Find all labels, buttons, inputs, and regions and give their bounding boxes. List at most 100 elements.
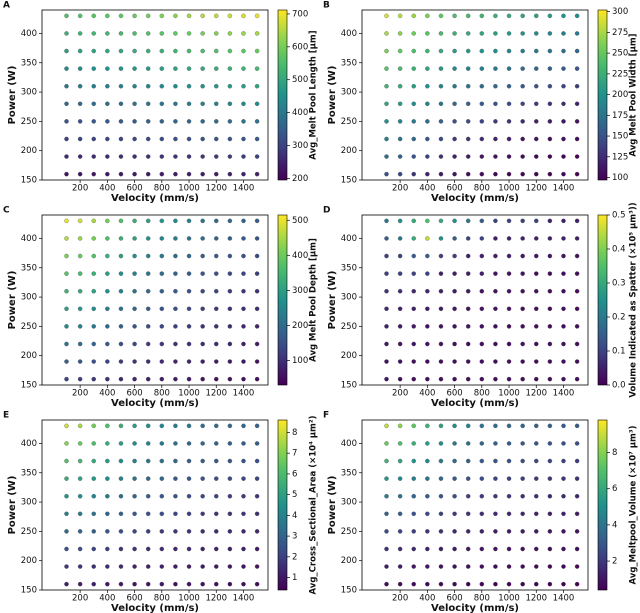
data-point bbox=[547, 83, 553, 89]
data-point bbox=[173, 154, 178, 159]
data-point bbox=[254, 13, 260, 19]
data-point bbox=[159, 31, 165, 36]
data-point bbox=[465, 171, 471, 177]
data-point bbox=[214, 581, 219, 587]
y-tick-label: 200 bbox=[21, 146, 37, 156]
data-point bbox=[384, 306, 389, 312]
data-point bbox=[384, 581, 389, 587]
data-point bbox=[452, 324, 457, 329]
data-point bbox=[186, 101, 192, 107]
y-axis-label: Power (W) bbox=[327, 66, 338, 125]
data-point bbox=[227, 288, 233, 294]
x-tick-label: 600 bbox=[446, 389, 462, 399]
data-point bbox=[534, 376, 539, 382]
data-point bbox=[547, 546, 553, 552]
y-tick-label: 350 bbox=[21, 58, 37, 68]
data-point bbox=[397, 581, 403, 587]
data-point bbox=[574, 564, 580, 569]
colorbar-tick-label: 6 bbox=[612, 484, 617, 494]
data-point bbox=[254, 171, 260, 177]
data-point bbox=[547, 341, 553, 347]
data-point bbox=[241, 493, 246, 499]
data-point bbox=[465, 13, 471, 19]
x-tick-label: 400 bbox=[419, 594, 435, 604]
data-point bbox=[173, 31, 178, 36]
data-point bbox=[534, 119, 539, 124]
data-point bbox=[132, 324, 137, 329]
x-tick-label: 1000 bbox=[178, 594, 200, 604]
data-point bbox=[254, 306, 260, 312]
x-axis-label: Velocity (mm/s) bbox=[431, 603, 519, 613]
data-point bbox=[159, 218, 165, 224]
data-point bbox=[411, 136, 416, 142]
data-point bbox=[118, 359, 124, 364]
data-point bbox=[465, 136, 471, 142]
colorbar-tick-label: 0.5 bbox=[612, 211, 626, 221]
data-point bbox=[159, 253, 165, 259]
data-point bbox=[479, 83, 485, 89]
data-point bbox=[384, 341, 389, 347]
data-point bbox=[186, 341, 192, 347]
data-point bbox=[411, 458, 416, 464]
data-point bbox=[574, 423, 580, 429]
data-point bbox=[159, 341, 165, 347]
data-point bbox=[173, 48, 178, 54]
data-point bbox=[64, 493, 69, 499]
data-point bbox=[91, 341, 96, 347]
data-point bbox=[159, 136, 165, 142]
data-point bbox=[452, 48, 457, 54]
data-point bbox=[159, 546, 165, 552]
data-point bbox=[132, 288, 137, 294]
data-point bbox=[411, 119, 416, 124]
data-point bbox=[145, 458, 151, 464]
data-point bbox=[397, 218, 403, 224]
data-point bbox=[493, 253, 498, 259]
x-tick-label: 1000 bbox=[498, 389, 520, 399]
data-point bbox=[227, 253, 233, 259]
data-point bbox=[145, 493, 151, 499]
data-point bbox=[452, 376, 457, 382]
data-point bbox=[493, 529, 498, 534]
data-point bbox=[452, 136, 457, 142]
data-point bbox=[91, 271, 96, 276]
data-point bbox=[159, 306, 165, 312]
data-point bbox=[411, 341, 416, 347]
data-point bbox=[411, 253, 416, 259]
y-tick-label: 250 bbox=[21, 322, 37, 332]
data-point bbox=[452, 288, 457, 294]
data-point bbox=[64, 13, 69, 19]
data-point bbox=[479, 136, 485, 142]
data-point bbox=[200, 236, 205, 241]
data-point bbox=[159, 101, 165, 107]
data-point bbox=[118, 101, 124, 107]
data-point bbox=[561, 253, 566, 259]
colorbar-tick-label: 200 bbox=[612, 90, 628, 100]
data-point bbox=[397, 441, 403, 446]
colorbar-label: Avg_Melt Pool Length [μm] bbox=[309, 30, 319, 159]
data-point bbox=[465, 376, 471, 382]
data-point bbox=[452, 218, 457, 224]
data-point bbox=[145, 136, 151, 142]
data-point bbox=[186, 493, 192, 499]
data-point bbox=[91, 306, 96, 312]
data-point bbox=[506, 341, 512, 347]
data-point bbox=[159, 171, 165, 177]
data-point bbox=[91, 31, 96, 36]
data-point bbox=[411, 154, 416, 159]
data-point bbox=[77, 324, 83, 329]
data-point bbox=[132, 48, 137, 54]
data-point bbox=[534, 441, 539, 446]
data-point bbox=[479, 288, 485, 294]
colorbar-tick-label: 1 bbox=[292, 573, 297, 583]
data-point bbox=[561, 324, 566, 329]
data-point bbox=[241, 546, 246, 552]
data-point bbox=[118, 48, 124, 54]
data-point bbox=[561, 218, 566, 224]
data-point bbox=[200, 529, 205, 534]
data-point bbox=[506, 271, 512, 276]
data-point bbox=[118, 119, 124, 124]
data-point bbox=[105, 66, 110, 71]
data-point bbox=[105, 376, 110, 382]
data-point bbox=[77, 564, 83, 569]
data-point bbox=[397, 341, 403, 347]
